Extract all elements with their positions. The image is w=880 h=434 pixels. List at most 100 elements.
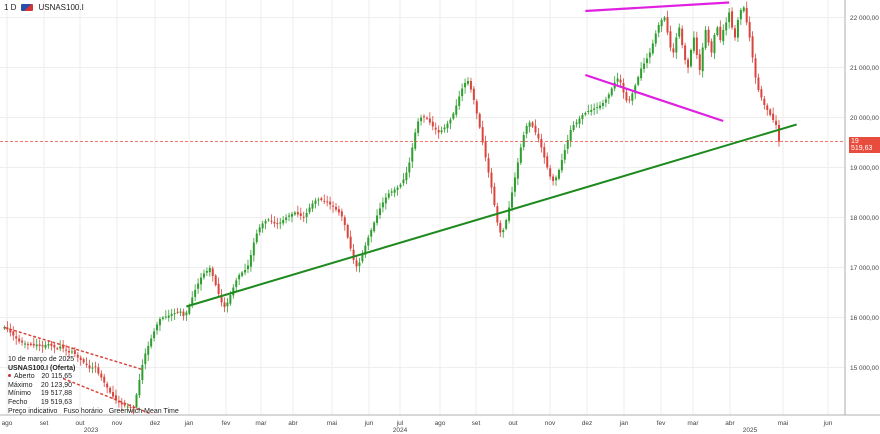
candle-body[interactable] bbox=[109, 387, 112, 393]
candle-body[interactable] bbox=[487, 158, 490, 173]
candle-body[interactable] bbox=[549, 168, 552, 177]
candle-body[interactable] bbox=[276, 223, 279, 225]
candle-body[interactable] bbox=[144, 353, 147, 365]
candle-body[interactable] bbox=[337, 209, 340, 213]
candle-body[interactable] bbox=[340, 211, 343, 217]
candle-body[interactable] bbox=[41, 345, 44, 347]
candle-body[interactable] bbox=[692, 37, 695, 51]
candle-body[interactable] bbox=[675, 37, 678, 53]
candle-body[interactable] bbox=[56, 348, 59, 350]
candle-body[interactable] bbox=[754, 58, 757, 78]
candle-body[interactable] bbox=[399, 184, 402, 188]
candle-body[interactable] bbox=[695, 37, 698, 56]
candle-body[interactable] bbox=[414, 132, 417, 149]
candle-body[interactable] bbox=[147, 346, 150, 355]
candle-body[interactable] bbox=[197, 283, 200, 289]
candle-body[interactable] bbox=[208, 268, 211, 273]
candle-body[interactable] bbox=[343, 217, 346, 225]
candle-body[interactable] bbox=[126, 406, 129, 408]
candle-body[interactable] bbox=[666, 17, 669, 33]
candle-body[interactable] bbox=[493, 186, 496, 205]
candle-body[interactable] bbox=[760, 89, 763, 98]
candle-body[interactable] bbox=[50, 343, 53, 346]
candle-body[interactable] bbox=[141, 365, 144, 380]
candle-body[interactable] bbox=[502, 230, 505, 233]
candle-body[interactable] bbox=[361, 254, 364, 262]
candle-body[interactable] bbox=[332, 205, 335, 207]
candle-body[interactable] bbox=[182, 311, 185, 317]
candle-body[interactable] bbox=[557, 170, 560, 179]
candle-body[interactable] bbox=[637, 77, 640, 85]
candle-body[interactable] bbox=[672, 48, 675, 53]
candle-body[interactable] bbox=[423, 116, 425, 118]
candle-body[interactable] bbox=[164, 316, 167, 318]
candle-body[interactable] bbox=[73, 350, 76, 354]
candle-body[interactable] bbox=[138, 380, 141, 396]
candle-body[interactable] bbox=[745, 7, 748, 23]
candle-body[interactable] bbox=[29, 343, 32, 345]
candle-body[interactable] bbox=[202, 273, 205, 278]
candle-body[interactable] bbox=[777, 125, 780, 142]
candle-body[interactable] bbox=[663, 17, 666, 21]
candle-body[interactable] bbox=[329, 201, 332, 205]
candle-body[interactable] bbox=[731, 11, 734, 28]
candle-body[interactable] bbox=[472, 88, 475, 100]
candle-body[interactable] bbox=[317, 199, 320, 201]
candle-body[interactable] bbox=[21, 340, 24, 343]
candle-body[interactable] bbox=[455, 105, 458, 115]
candle-body[interactable] bbox=[188, 305, 191, 314]
candle-body[interactable] bbox=[469, 81, 472, 90]
candle-body[interactable] bbox=[211, 268, 214, 276]
candle-body[interactable] bbox=[38, 344, 41, 347]
candle-body[interactable] bbox=[220, 294, 223, 303]
candle-body[interactable] bbox=[775, 120, 778, 125]
candle-body[interactable] bbox=[59, 346, 62, 349]
candle-body[interactable] bbox=[540, 138, 543, 148]
candle-body[interactable] bbox=[640, 68, 643, 79]
candle-body[interactable] bbox=[763, 98, 766, 105]
candle-body[interactable] bbox=[648, 52, 651, 58]
candle-body[interactable] bbox=[719, 26, 722, 40]
candle-body[interactable] bbox=[24, 343, 27, 345]
candle-body[interactable] bbox=[82, 359, 85, 363]
candle-body[interactable] bbox=[546, 156, 549, 168]
wedge-lower[interactable] bbox=[585, 73, 724, 123]
candle-body[interactable] bbox=[320, 198, 323, 200]
candle-body[interactable] bbox=[687, 59, 690, 68]
candle-body[interactable] bbox=[135, 394, 138, 408]
candle-body[interactable] bbox=[452, 113, 455, 119]
candle-body[interactable] bbox=[710, 41, 713, 53]
candle-body[interactable] bbox=[625, 92, 628, 101]
candle-body[interactable] bbox=[223, 302, 226, 308]
candle-body[interactable] bbox=[566, 140, 569, 149]
candle-body[interactable] bbox=[296, 212, 299, 215]
candle-body[interactable] bbox=[607, 94, 610, 99]
candle-body[interactable] bbox=[684, 45, 687, 60]
candle-body[interactable] bbox=[173, 313, 176, 314]
candle-body[interactable] bbox=[654, 33, 657, 44]
candle-body[interactable] bbox=[217, 283, 220, 294]
candle-body[interactable] bbox=[270, 220, 273, 222]
candle-body[interactable] bbox=[563, 150, 566, 160]
candle-body[interactable] bbox=[79, 357, 82, 361]
candle-body[interactable] bbox=[53, 344, 56, 348]
candle-body[interactable] bbox=[12, 331, 15, 336]
candle-body[interactable] bbox=[428, 118, 431, 123]
candle-body[interactable] bbox=[229, 295, 232, 304]
candle-body[interactable] bbox=[484, 141, 487, 158]
candle-body[interactable] bbox=[716, 27, 719, 36]
candle-body[interactable] bbox=[85, 363, 88, 365]
candle-body[interactable] bbox=[282, 220, 285, 224]
candle-body[interactable] bbox=[704, 30, 707, 48]
candle-body[interactable] bbox=[91, 367, 94, 369]
candle-body[interactable] bbox=[103, 376, 106, 383]
candle-body[interactable] bbox=[15, 336, 18, 339]
candle-body[interactable] bbox=[748, 22, 751, 38]
candle-body[interactable] bbox=[443, 127, 446, 130]
candle-body[interactable] bbox=[349, 236, 352, 249]
candle-body[interactable] bbox=[158, 319, 161, 326]
candle-body[interactable] bbox=[311, 203, 314, 209]
candle-body[interactable] bbox=[290, 214, 293, 217]
candle-body[interactable] bbox=[733, 28, 736, 38]
candle-body[interactable] bbox=[214, 275, 217, 285]
